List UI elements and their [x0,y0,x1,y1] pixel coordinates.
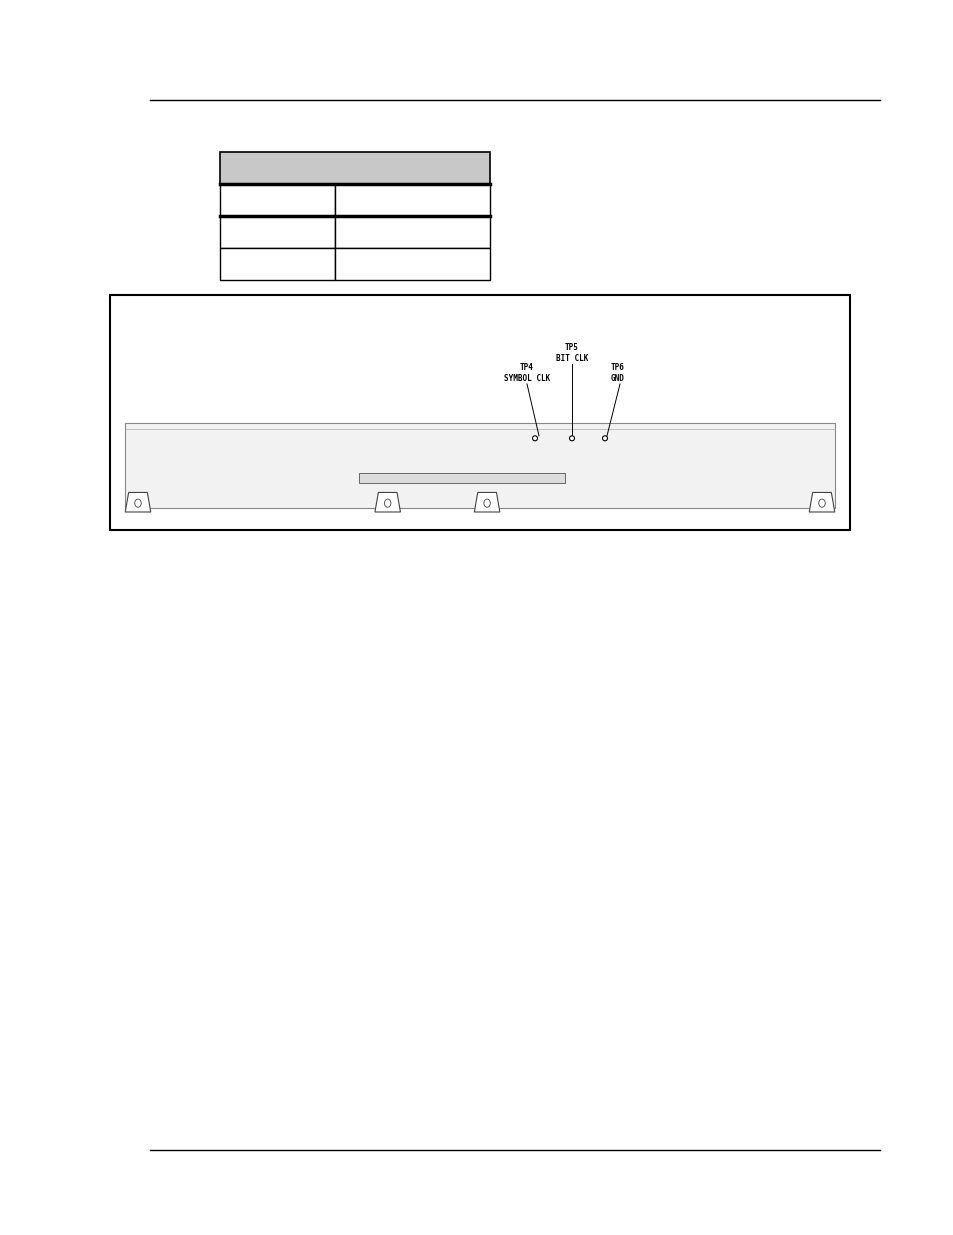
Bar [220,152,490,184]
Circle shape [602,436,607,441]
Text: TP6
GND: TP6 GND [611,363,624,383]
Text: TP4
SYMBOL CLK: TP4 SYMBOL CLK [503,363,550,383]
Text: TP5
BIT CLK: TP5 BIT CLK [556,343,588,363]
Ellipse shape [134,499,141,508]
Ellipse shape [384,499,391,508]
Circle shape [569,436,574,441]
Polygon shape [125,493,151,513]
Bar [359,473,564,483]
Bar [125,424,834,508]
Bar [220,216,335,248]
Polygon shape [375,493,400,513]
Bar [220,248,335,280]
Bar [335,184,490,216]
Bar [335,216,490,248]
Bar [335,248,490,280]
Circle shape [532,436,537,441]
Polygon shape [474,493,499,513]
Ellipse shape [818,499,824,508]
Bar [220,184,335,216]
Bar [110,295,849,530]
Ellipse shape [483,499,490,508]
Polygon shape [808,493,834,513]
